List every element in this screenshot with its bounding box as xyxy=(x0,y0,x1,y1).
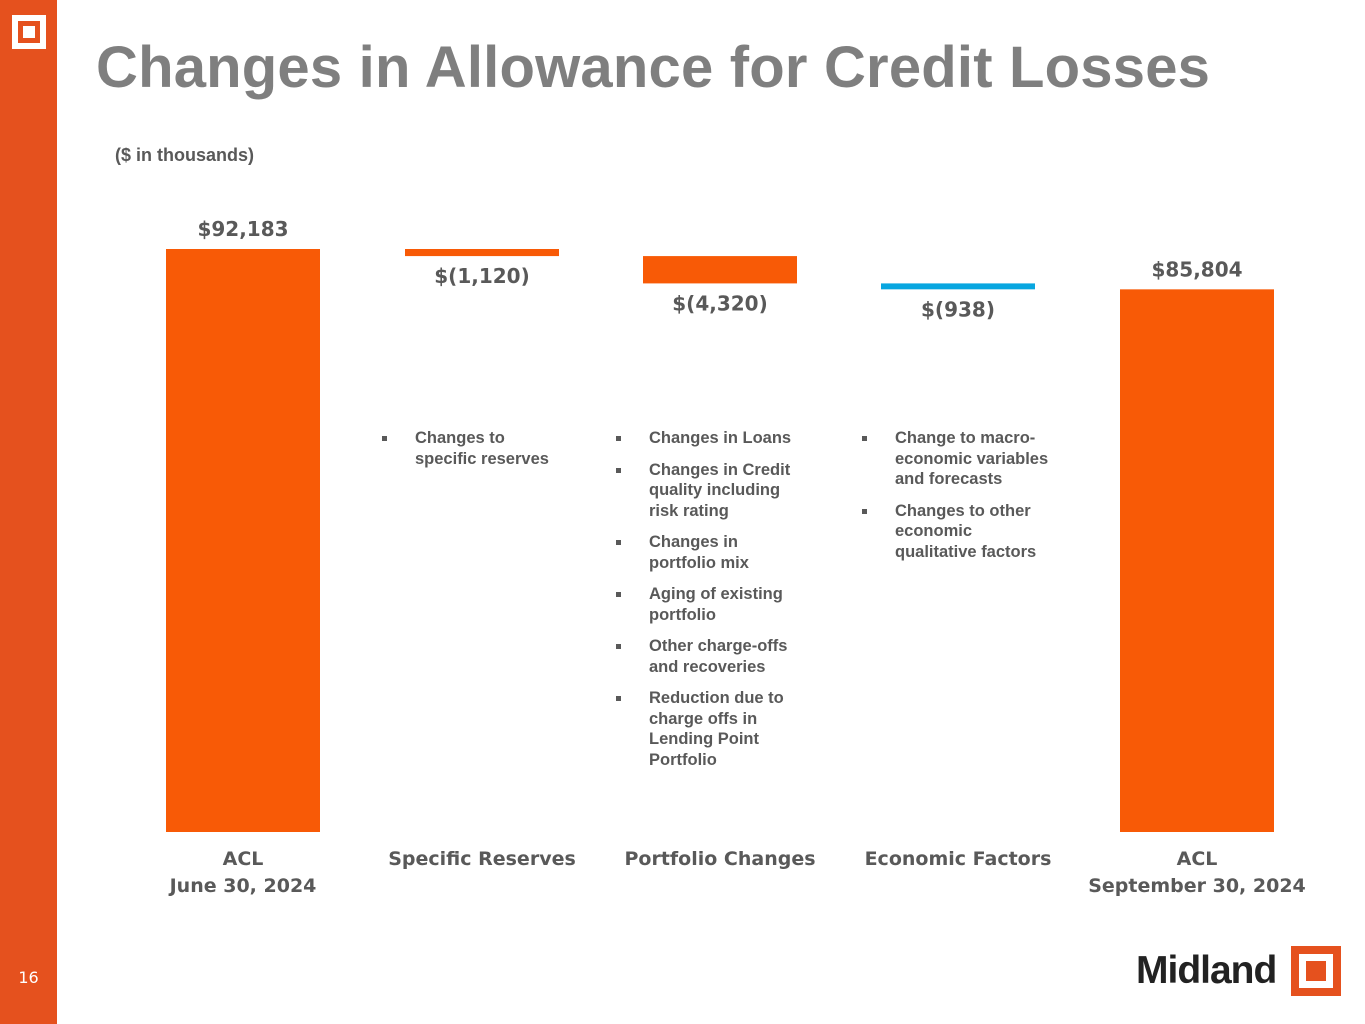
brand-name: Midland xyxy=(1136,949,1277,992)
note-item: Changes in portfolio mix xyxy=(614,532,804,573)
bar-0 xyxy=(166,249,320,832)
bar-value-label: $85,804 xyxy=(1151,257,1242,281)
bar-4 xyxy=(1120,289,1274,832)
category-label: June 30, 2024 xyxy=(168,875,317,897)
brand-mark-icon xyxy=(1291,946,1341,996)
page-title: Changes in Allowance for Credit Losses xyxy=(96,35,1211,100)
category-label: ACL xyxy=(223,848,264,870)
portfolio-changes-notes: Changes in Loans Changes in Credit quali… xyxy=(614,428,804,781)
brand-square-icon xyxy=(12,15,46,49)
bar-1 xyxy=(405,249,559,257)
category-label: ACL xyxy=(1177,848,1218,870)
category-label: Portfolio Changes xyxy=(624,848,815,870)
category-label: September 30, 2024 xyxy=(1088,875,1306,897)
note-item: Changes in Credit quality including risk… xyxy=(614,460,804,522)
note-item: Reduction due to charge offs in Lending … xyxy=(614,688,804,770)
note-item: Aging of existing portfolio xyxy=(614,584,804,625)
bar-value-label: $(4,320) xyxy=(672,291,767,315)
note-item: Changes to specific reserves xyxy=(380,428,570,469)
bar-3 xyxy=(881,283,1035,290)
category-label: Economic Factors xyxy=(865,848,1052,870)
specific-reserves-notes: Changes to specific reserves xyxy=(380,428,570,480)
sidebar: 16 xyxy=(0,0,57,1024)
economic-factors-notes: Change to macro-economic variables and f… xyxy=(860,428,1050,573)
note-item: Changes in Loans xyxy=(614,428,804,449)
units-subtitle: ($ in thousands) xyxy=(115,145,254,165)
note-item: Change to macro-economic variables and f… xyxy=(860,428,1050,490)
category-label: Specific Reserves xyxy=(388,848,576,870)
note-item: Other charge-offs and recoveries xyxy=(614,636,804,677)
bar-value-label: $(938) xyxy=(921,297,995,321)
bar-2 xyxy=(643,256,797,284)
bar-value-label: $(1,120) xyxy=(434,264,529,288)
note-item: Changes to other economic qualitative fa… xyxy=(860,501,1050,563)
page-number: 16 xyxy=(18,968,39,987)
bar-value-label: $92,183 xyxy=(197,217,288,241)
